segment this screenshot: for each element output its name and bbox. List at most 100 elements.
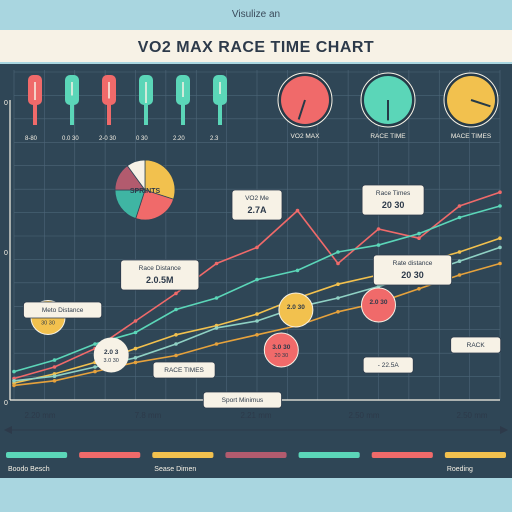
y-tick-label: 0 <box>4 400 8 407</box>
range-arrow-right <box>500 426 508 434</box>
gauge-needle <box>470 99 491 108</box>
series-point <box>498 204 502 208</box>
bubble-label: 2.0 30 <box>287 304 305 311</box>
gauge-needle <box>297 99 306 120</box>
callout-text: Meto Distance <box>42 307 84 314</box>
callout-value: 2.7A <box>247 205 267 215</box>
callout-value: 20 30 <box>382 200 405 210</box>
bubble <box>278 292 314 328</box>
series-point <box>133 346 138 351</box>
legend-swatch <box>298 452 360 458</box>
series-point <box>336 250 340 254</box>
series-point <box>12 379 16 383</box>
series-point <box>498 190 502 194</box>
series-point <box>498 261 502 266</box>
series-point <box>133 319 138 323</box>
bubble-sublabel: 3.0 30 <box>104 358 119 364</box>
callout-text: Race Distance <box>139 265 182 272</box>
x-tick-label: 2.21 mm <box>240 411 271 420</box>
gauge-label: RACE TIME <box>370 133 406 140</box>
series-point <box>417 231 421 236</box>
pie-label: SPRINTS <box>130 188 161 195</box>
callout-box <box>361 184 425 216</box>
series-point <box>214 342 219 346</box>
series-point <box>376 284 381 289</box>
x-tick-label: 2.20 mm <box>24 411 55 420</box>
bubble-sublabel: 20 30 <box>274 353 288 359</box>
series-point <box>93 342 97 346</box>
series-point <box>498 236 502 240</box>
top-bar-stem <box>107 105 111 125</box>
callout-value: 2.0.5M <box>146 275 174 285</box>
callout-box <box>23 301 103 319</box>
bubble-label: 2.0 30 <box>369 299 387 306</box>
series-point <box>457 204 462 208</box>
gauge-label: VO2 MAX <box>291 133 321 140</box>
series-point <box>52 365 57 369</box>
series-point <box>336 310 340 314</box>
callout-text: Race Times <box>376 190 411 197</box>
series-point <box>417 287 421 291</box>
callout-box <box>373 254 453 286</box>
y-tick-label: 0 <box>4 100 8 107</box>
legend-swatch <box>225 452 287 458</box>
series-point <box>336 261 340 266</box>
series-point <box>52 374 57 379</box>
callout-text: RACE TIMES <box>164 367 204 374</box>
series-point <box>457 250 462 254</box>
bubble-label: 2.0 3 <box>104 349 119 356</box>
series-point <box>133 360 138 365</box>
series-point <box>93 365 97 369</box>
legend-swatch <box>371 452 433 458</box>
series-point <box>498 245 502 250</box>
series-point <box>214 326 219 330</box>
series-point <box>255 245 259 250</box>
series-point <box>417 236 421 240</box>
chart-title: VO2 MAX RACE TIME CHART <box>137 39 375 56</box>
pie-slice <box>144 159 176 200</box>
series-point <box>174 353 178 358</box>
series-point <box>255 319 259 323</box>
legend-swatch <box>444 452 506 458</box>
series-point <box>336 282 340 287</box>
title-banner: VO2 MAX RACE TIME CHART <box>0 30 512 62</box>
top-bar-label: 0 30 <box>136 136 148 142</box>
bubble-label: 3.0 30 <box>272 344 290 351</box>
callout-text: VO2 Me <box>245 195 269 202</box>
series-point <box>255 333 259 337</box>
callout-text: - 22.5A <box>378 362 400 369</box>
callout-box <box>202 391 282 409</box>
series-point <box>376 227 381 231</box>
series-point <box>295 268 300 273</box>
series-point <box>174 291 178 296</box>
series-point <box>214 296 219 300</box>
callout-box <box>152 361 216 379</box>
series-point <box>12 369 16 374</box>
callout-text: Rate distance <box>393 260 433 267</box>
series-point <box>336 296 340 300</box>
series-point <box>174 342 178 346</box>
legend-swatch <box>79 452 141 458</box>
bubble <box>93 337 129 373</box>
series-point <box>295 208 300 213</box>
top-bar-label: 2.20 <box>173 136 185 142</box>
top-bar-label: 2-0 30 <box>99 136 117 142</box>
gauge-label: MACE TIMES <box>451 133 492 140</box>
series-point <box>376 243 381 247</box>
series-point <box>52 358 57 362</box>
callout-text: RACK <box>467 342 486 349</box>
pie-slice <box>114 189 146 220</box>
series-point <box>457 259 462 264</box>
y-tick-label: 0 <box>4 250 8 257</box>
top-bar-label: 2.3 <box>210 136 219 142</box>
pie-slice <box>135 189 175 221</box>
series-point <box>214 261 219 266</box>
series-point <box>457 273 462 277</box>
top-bar-stem <box>218 105 222 125</box>
top-caption: Visulize an <box>231 9 281 20</box>
top-bar-stem <box>33 105 37 125</box>
legend-strip <box>0 446 512 478</box>
x-tick-label: 7.8 mm <box>135 411 162 420</box>
callout-box <box>450 336 502 354</box>
